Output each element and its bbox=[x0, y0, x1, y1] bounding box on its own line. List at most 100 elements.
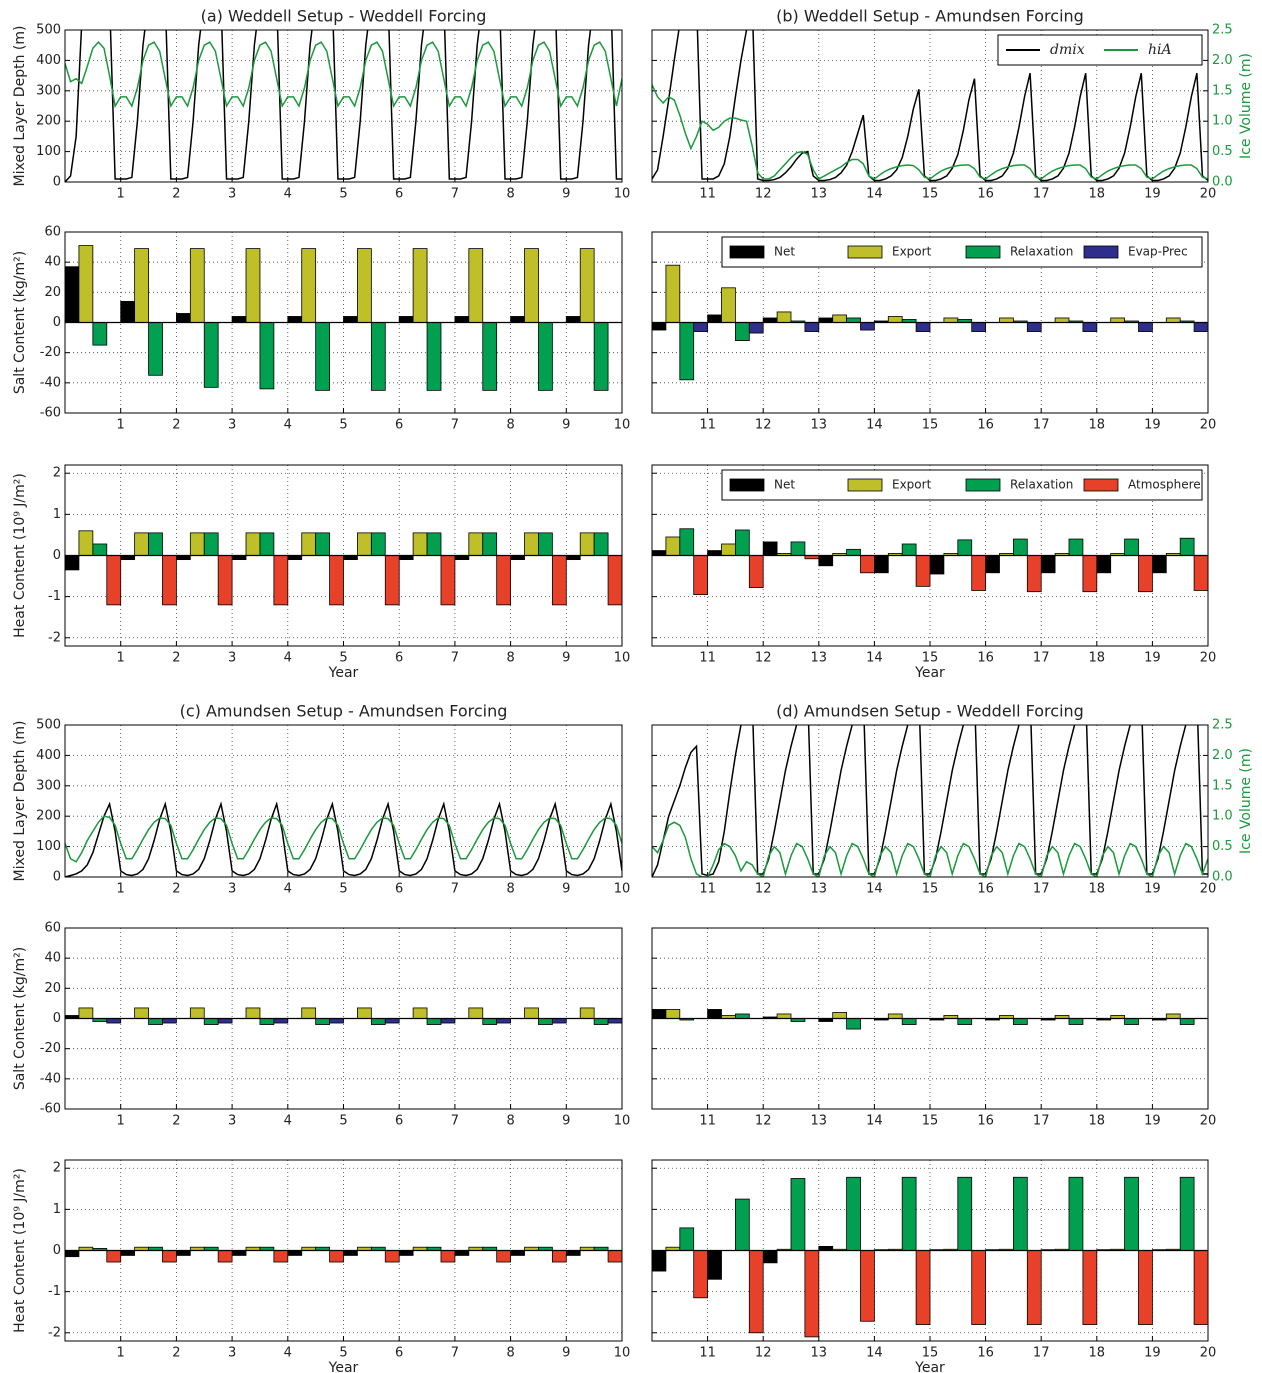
x-tick-label: 15 bbox=[922, 418, 939, 433]
panel: (d) Amundsen Setup - Weddell Forcing Ice … bbox=[651, 702, 1254, 897]
x-tick-label: 20 bbox=[1200, 1346, 1217, 1361]
y2-tick-label: 1.0 bbox=[1212, 809, 1233, 824]
bar bbox=[426, 1018, 442, 1025]
x-tick-label: 13 bbox=[811, 418, 828, 433]
x-tick-label: 19 bbox=[1144, 1114, 1161, 1129]
x-tick-label: 4 bbox=[284, 1114, 292, 1129]
bar bbox=[593, 322, 609, 391]
y-tick-label: 400 bbox=[36, 53, 61, 68]
x-axis-label: Year bbox=[914, 1360, 945, 1373]
bar bbox=[957, 539, 973, 556]
bar bbox=[693, 555, 709, 595]
bar bbox=[78, 1007, 94, 1019]
x-tick-label: 2 bbox=[172, 882, 180, 897]
y-axis-label: Heat Content (10⁹ J/m²) bbox=[12, 1168, 28, 1333]
bar bbox=[217, 555, 233, 606]
x-tick-label: 18 bbox=[1089, 651, 1106, 666]
axes-frame bbox=[64, 231, 623, 414]
x-tick-label: 11 bbox=[699, 418, 716, 433]
bar bbox=[162, 555, 177, 606]
bar bbox=[259, 532, 275, 556]
x-tick-label: 2 bbox=[172, 418, 180, 433]
y2-tick-label: 1.5 bbox=[1212, 83, 1233, 98]
y-tick-label: 100 bbox=[36, 144, 61, 159]
bar bbox=[370, 532, 386, 556]
y-tick-label: 2 bbox=[53, 1161, 61, 1176]
bar bbox=[524, 1007, 539, 1019]
y2-tick-label: 2.5 bbox=[1212, 718, 1233, 733]
bar bbox=[120, 555, 136, 561]
legend-label: Atmosphere bbox=[1128, 478, 1201, 492]
bar bbox=[579, 248, 595, 323]
bar bbox=[874, 555, 889, 574]
bar bbox=[776, 311, 792, 323]
bar bbox=[78, 530, 94, 556]
axes-frame bbox=[64, 29, 623, 183]
bar bbox=[412, 532, 428, 556]
line-series bbox=[65, 801, 622, 877]
y-tick-label: 0 bbox=[53, 1243, 61, 1258]
y-tick-label: 60 bbox=[44, 921, 61, 936]
bar bbox=[412, 1007, 428, 1019]
x-tick-label: 3 bbox=[228, 651, 236, 666]
bar bbox=[1013, 1018, 1028, 1025]
bar bbox=[384, 1018, 400, 1024]
plot-area bbox=[65, 1007, 622, 1025]
bar bbox=[496, 1018, 511, 1024]
bar bbox=[832, 1012, 848, 1019]
x-tick-label: 17 bbox=[1033, 1114, 1050, 1129]
bar bbox=[538, 322, 553, 391]
legend-label: hiA bbox=[1148, 42, 1172, 58]
bar bbox=[92, 322, 108, 346]
bar bbox=[762, 317, 778, 323]
y2-tick-label: 1.0 bbox=[1212, 114, 1233, 129]
y-tick-label: 100 bbox=[36, 839, 61, 854]
x-tick-label: 14 bbox=[866, 1346, 883, 1361]
x-tick-label: 16 bbox=[977, 187, 994, 202]
y-axis-label: Salt Content (kg/m²) bbox=[12, 251, 28, 394]
x-tick-label: 1 bbox=[117, 1114, 125, 1129]
bar bbox=[1179, 1018, 1195, 1025]
axes-frame bbox=[651, 29, 1209, 183]
plot-area bbox=[652, 528, 1208, 595]
x-tick-label: 4 bbox=[284, 418, 292, 433]
x-tick-label: 18 bbox=[1089, 187, 1106, 202]
bar bbox=[985, 555, 1000, 574]
plot-area bbox=[65, 530, 622, 606]
bar bbox=[189, 1007, 205, 1019]
bar bbox=[329, 555, 344, 606]
bar bbox=[468, 532, 484, 556]
x-tick-label: 20 bbox=[1200, 187, 1217, 202]
bar bbox=[384, 1250, 400, 1263]
x-tick-label: 15 bbox=[922, 651, 939, 666]
bar bbox=[665, 1009, 681, 1019]
x-tick-label: 18 bbox=[1089, 882, 1106, 897]
legend-label: Evap-Prec bbox=[1128, 245, 1188, 259]
bar bbox=[357, 532, 372, 556]
bar bbox=[971, 1250, 987, 1325]
bar bbox=[652, 1250, 667, 1272]
x-tick-label: 15 bbox=[922, 187, 939, 202]
bar bbox=[915, 1250, 931, 1325]
line-series bbox=[652, 821, 1208, 877]
x-tick-label: 12 bbox=[755, 651, 772, 666]
bar bbox=[901, 1018, 917, 1025]
bar bbox=[1068, 538, 1084, 556]
x-tick-label: 1 bbox=[117, 187, 125, 202]
x-tick-label: 9 bbox=[562, 1346, 570, 1361]
bar bbox=[496, 1250, 511, 1263]
bar bbox=[1138, 555, 1153, 593]
y-tick-label: -40 bbox=[40, 1071, 61, 1086]
y-tick-label: 200 bbox=[36, 809, 61, 824]
bar bbox=[846, 317, 861, 323]
bar bbox=[1013, 1176, 1028, 1251]
x-tick-label: 6 bbox=[395, 1346, 403, 1361]
bar bbox=[510, 1250, 525, 1256]
panel: (b) Weddell Setup - Amundsen Forcing Ice … bbox=[651, 7, 1254, 202]
x-tick-label: 19 bbox=[1144, 882, 1161, 897]
y-tick-label: 300 bbox=[36, 83, 61, 98]
x-tick-label: 10 bbox=[614, 651, 631, 666]
bar bbox=[106, 1250, 122, 1263]
line-series bbox=[652, 725, 1208, 877]
